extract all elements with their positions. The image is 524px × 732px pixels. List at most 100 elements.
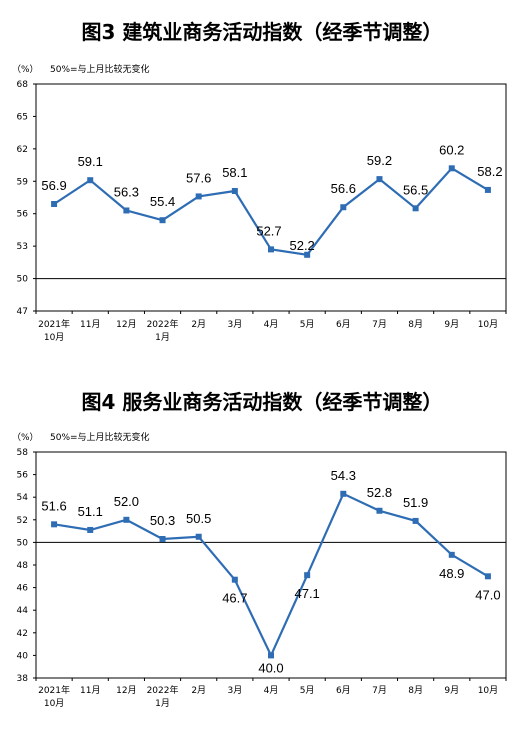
data-point-marker [268,246,274,253]
x-tick-label: 6月 [336,319,351,330]
data-label: 47.0 [475,587,500,602]
data-label: 52.7 [256,223,281,238]
data-label: 50.5 [186,511,211,526]
chart-services: 图4 服务业商务活动指数（经季节调整） （%） 50%=与上月比较无变化 38 4… [0,378,524,732]
data-label: 54.3 [331,468,356,483]
data-label: 57.6 [186,170,211,185]
plot-frame [35,83,507,312]
x-tick-label: 9月 [444,685,459,696]
data-label: 59.2 [367,153,392,168]
data-label: 46.7 [222,591,247,606]
chart-note: 50%=与上月比较无变化 [50,65,150,75]
y-tick-label: 42 [17,629,28,639]
data-label: 40.0 [258,660,283,675]
x-tick-label: 12月 [116,685,136,696]
x-tick-label: 8月 [408,685,423,696]
x-tick-label: 2021年 [38,684,70,696]
y-tick-label: 56 [17,471,29,481]
data-point-marker [448,165,455,172]
data-point-marker [376,176,383,183]
y-tick-label: 54 [17,493,29,503]
data-label: 50.3 [150,513,175,528]
data-label: 58.2 [477,164,502,179]
data-point-marker [195,533,202,540]
x-tick-label: 10月 [478,319,498,330]
y-unit-label: （%） [12,433,39,443]
y-tick-label: 52 [17,516,28,526]
y-tick-label: 44 [17,606,29,616]
x-tick-label: 5月 [300,685,315,696]
plot-frame [35,451,507,679]
y-tick-label: 50 [17,275,29,285]
chart-construction: 图3 建筑业商务活动指数（经季节调整） （%） 50%=与上月比较无变化 47 5… [12,20,507,343]
x-tick-label: 9月 [444,319,459,330]
y-tick-label: 56 [17,210,29,220]
line-chart-svg: 38 40 42 44 46 48 50 52 54 56 58 2021年 10月 11月 12月 2022… [17,448,507,709]
x-tick-label: 6月 [336,685,351,696]
x-tick-label: 10月 [44,332,64,343]
series-line [53,166,489,256]
chart-title: 图4 服务业商务活动指数（经季节调整） [81,390,443,414]
x-tick-label: 10月 [478,685,498,696]
x-tick-label: 8月 [408,319,423,330]
data-point-marker [123,207,130,214]
data-label: 52.0 [114,494,139,509]
x-tick-label: 2月 [191,685,206,696]
data-point-marker [376,507,383,514]
data-point-marker [340,490,347,497]
data-point-marker [412,517,419,524]
data-point-marker [87,177,94,184]
data-label: 48.9 [439,566,464,581]
data-label: 56.3 [114,184,139,199]
x-tick-label: 4月 [264,685,279,696]
data-point-marker [412,205,419,212]
data-point-marker [231,188,238,195]
y-tick-label: 62 [17,145,28,155]
data-point-marker [304,572,311,579]
y-tick-label: 48 [17,561,29,571]
data-point-marker [51,200,58,207]
data-point-marker [268,652,274,659]
x-tick-label: 1月 [155,332,170,343]
x-tick-label: 2022年 [147,318,179,330]
x-tick-label: 2021年 [38,318,70,330]
data-point-marker [304,251,311,258]
x-tick-label: 11月 [80,319,100,330]
data-label: 51.6 [41,498,66,513]
y-tick-label: 58 [17,448,29,458]
data-point-marker [87,526,94,533]
series-line [53,492,489,659]
x-tick-label: 5月 [300,319,315,330]
y-tick-label: 68 [17,80,29,90]
data-label: 58.1 [222,165,247,180]
data-label: 51.1 [78,504,103,519]
data-point-marker [159,217,166,224]
data-point-marker [195,193,202,200]
x-tick-label: 2月 [191,319,206,330]
x-tick-label: 7月 [372,319,387,330]
x-tick-label: 10月 [44,698,64,709]
data-point-marker [51,521,58,528]
data-point-marker [159,536,166,543]
x-tick-label: 7月 [372,685,387,696]
y-tick-label: 59 [17,177,29,187]
x-tick-label: 1月 [155,698,170,709]
data-label: 59.1 [78,154,103,169]
data-label: 47.1 [294,586,319,601]
x-tick-label: 3月 [227,685,242,696]
y-tick-label: 40 [17,651,29,661]
chart-note: 50%=与上月比较无变化 [50,433,150,443]
y-tick-label: 46 [17,584,29,594]
x-tick-label: 2022年 [147,684,179,696]
y-tick-label: 50 [17,538,29,548]
x-tick-label: 3月 [227,319,242,330]
y-tick-label: 47 [17,307,28,317]
data-label: 55.4 [150,194,175,209]
y-tick-label: 38 [17,674,29,684]
chart-title: 图3 建筑业商务活动指数（经季节调整） [81,20,443,44]
data-label: 52.8 [367,485,392,500]
x-tick-label: 4月 [264,319,279,330]
data-label: 56.9 [41,178,66,193]
data-label: 56.6 [331,181,356,196]
data-point-marker [448,551,455,558]
